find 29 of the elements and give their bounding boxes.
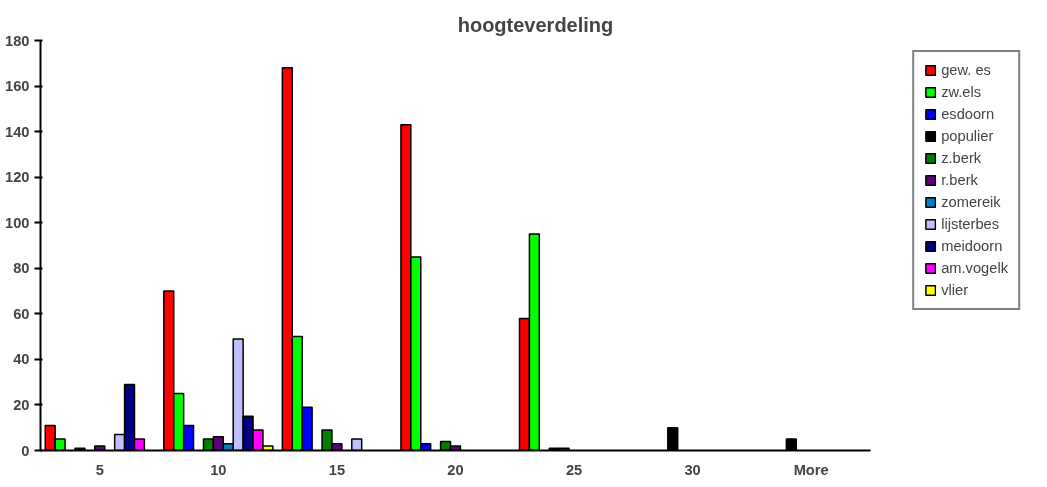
- y-tick-label: 20: [13, 396, 30, 413]
- x-tick-label: 10: [210, 461, 227, 478]
- x-tick-label: 5: [95, 461, 104, 478]
- legend-label: zw.els: [941, 84, 982, 100]
- y-tick-label: 80: [13, 260, 30, 277]
- legend-label: meidoorn: [941, 238, 1003, 254]
- x-tick-label: 20: [447, 461, 464, 478]
- y-tick-label: 160: [5, 78, 30, 95]
- chart-title: hoogteverdeling: [457, 13, 614, 36]
- legend-label: esdoorn: [941, 106, 995, 122]
- legend-label: gew. es: [941, 62, 991, 78]
- y-tick-label: 180: [5, 32, 30, 49]
- legend-label: am.vogelk: [941, 260, 1008, 276]
- x-tick-label: 15: [328, 461, 346, 478]
- x-tick-label: 30: [684, 461, 701, 478]
- y-tick-label: 40: [13, 351, 30, 368]
- legend-label: lijsterbes: [941, 216, 1000, 232]
- x-tick-label: More: [793, 461, 829, 478]
- legend-label: populier: [941, 128, 994, 144]
- y-tick-label: 120: [5, 169, 30, 186]
- legend-label: zomereik: [941, 194, 1001, 210]
- y-tick-label: 100: [5, 214, 30, 231]
- legend-label: vlier: [941, 282, 969, 298]
- legend-label: r.berk: [941, 172, 978, 188]
- y-tick-label: 0: [21, 442, 30, 459]
- y-tick-label: 60: [13, 305, 30, 322]
- y-tick-label: 140: [5, 123, 30, 140]
- x-tick-label: 25: [565, 461, 583, 478]
- legend-label: z.berk: [941, 150, 982, 166]
